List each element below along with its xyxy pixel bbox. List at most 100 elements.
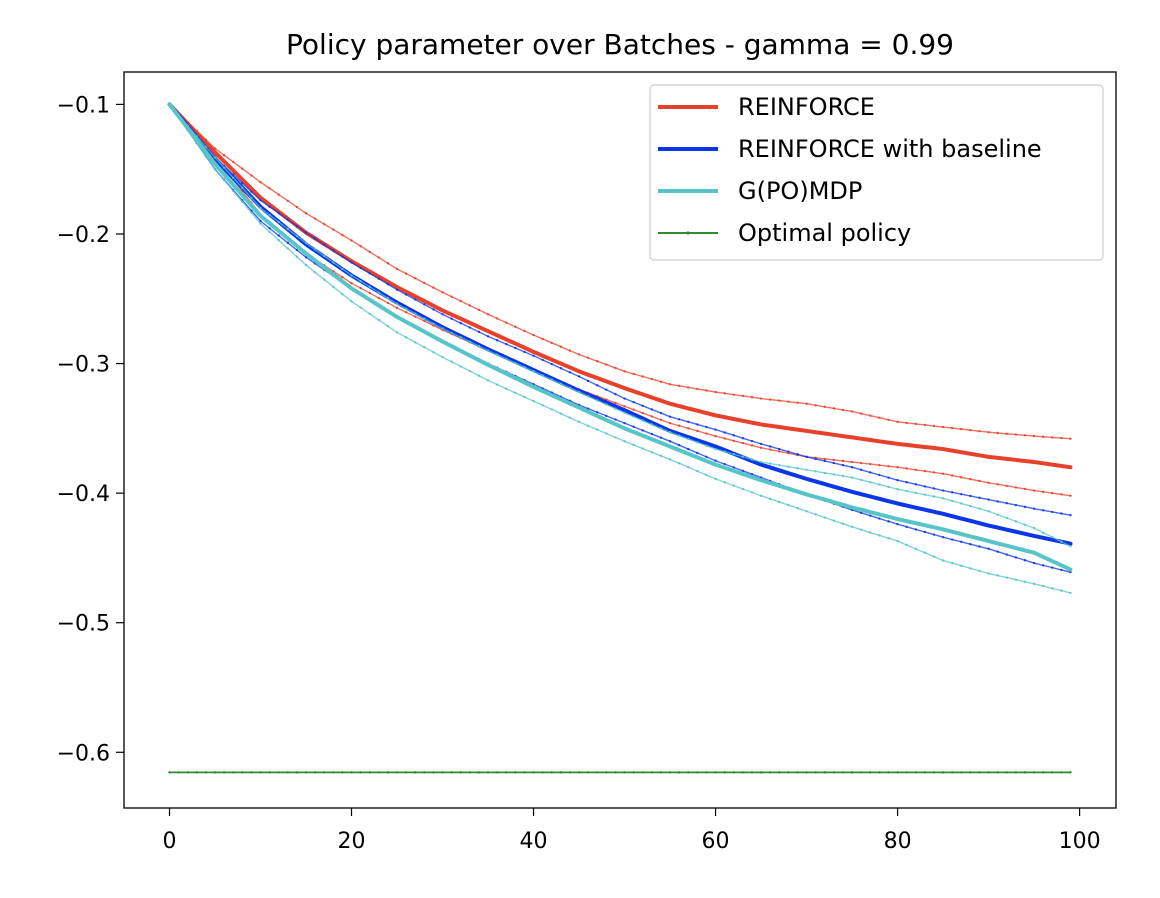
data-point-optimal-policy-25 (395, 771, 399, 774)
band-point-g-po-mdp-upper-band-75 (850, 476, 854, 479)
data-point-optimal-policy-45 (577, 771, 581, 774)
data-point-optimal-policy-7 (232, 771, 235, 774)
band-point-reinforce-lower-band-67 (778, 450, 781, 453)
band-point-reinforce-with-baseline-upper-band-19 (341, 255, 344, 258)
band-point-reinforce-with-baseline-upper-band-8 (241, 181, 244, 185)
band-point-reinforce-lower-band-88 (969, 477, 972, 481)
data-point-optimal-policy-91 (996, 771, 999, 774)
data-point-optimal-policy-44 (568, 771, 572, 774)
band-point-reinforce-lower-band-51 (632, 408, 635, 411)
series-optimal-policy (168, 771, 1072, 774)
band-point-g-po-mdp-upper-band-46 (586, 395, 590, 398)
band-point-g-po-mdp-lower-band-55 (668, 458, 672, 461)
band-point-reinforce-upper-band-48 (605, 363, 608, 366)
band-point-g-po-mdp-upper-band-56 (677, 434, 681, 437)
band-point-reinforce-upper-band-83 (923, 423, 927, 427)
band-point-reinforce-with-baseline-upper-band-41 (541, 358, 544, 362)
band-point-reinforce-with-baseline-upper-band-67 (778, 447, 781, 451)
x-tick-label-0: 0 (163, 829, 177, 854)
band-point-g-po-mdp-lower-band-45 (577, 420, 581, 424)
band-point-reinforce-upper-band-43 (559, 345, 563, 348)
data-point-optimal-policy-14 (295, 771, 299, 774)
band-point-g-po-mdp-upper-band-4 (204, 145, 208, 149)
band-point-g-po-mdp-lower-band-16 (313, 271, 317, 274)
band-point-reinforce-with-baseline-lower-band-94 (1023, 559, 1027, 562)
band-point-g-po-mdp-upper-band-73 (832, 473, 836, 476)
band-point-reinforce-lower-band-75 (850, 460, 854, 464)
band-point-g-po-mdp-lower-band-5 (213, 167, 217, 171)
data-point-optimal-policy-41 (541, 771, 544, 774)
band-point-reinforce-upper-band-20 (350, 239, 353, 242)
data-point-optimal-policy-16 (313, 771, 317, 774)
band-point-reinforce-upper-band-37 (505, 321, 508, 324)
band-point-g-po-mdp-lower-band-84 (932, 555, 936, 558)
data-point-optimal-policy-63 (741, 771, 745, 774)
band-point-reinforce-lower-band-91 (996, 483, 999, 486)
band-point-g-po-mdp-upper-band-8 (241, 186, 244, 190)
y-tick-label-0-5: −0.5 (57, 612, 110, 637)
band-point-g-po-mdp-upper-band-54 (659, 427, 663, 430)
band-point-g-po-mdp-upper-band-48 (605, 403, 608, 406)
band-point-reinforce-with-baseline-lower-band-98 (1060, 568, 1063, 572)
band-point-g-po-mdp-lower-band-99 (1069, 591, 1072, 595)
band-point-reinforce-lower-band-52 (641, 411, 644, 415)
band-point-g-po-mdp-upper-band-55 (668, 431, 672, 434)
data-point-optimal-policy-42 (550, 771, 553, 774)
band-point-reinforce-upper-band-14 (295, 205, 299, 209)
data-point-optimal-policy-12 (277, 771, 280, 774)
band-point-g-po-mdp-lower-band-47 (596, 428, 599, 431)
data-point-optimal-policy-26 (404, 771, 408, 774)
band-point-reinforce-with-baseline-upper-band-40 (532, 354, 535, 357)
data-point-optimal-policy-97 (1051, 771, 1054, 774)
band-point-g-po-mdp-upper-band-52 (641, 419, 644, 422)
y-tick-label-0-6: −0.6 (57, 741, 110, 766)
band-point-g-po-mdp-upper-band-13 (286, 227, 290, 231)
y-tick-label-0-4: −0.4 (57, 482, 110, 507)
band-point-g-po-mdp-upper-band-86 (950, 499, 954, 503)
band-point-reinforce-with-baseline-upper-band-10 (259, 199, 262, 202)
band-point-g-po-mdp-lower-band-82 (914, 547, 917, 551)
band-point-g-po-mdp-upper-band-14 (295, 234, 299, 238)
series-reinforce-with-baseline-upper-band (168, 103, 1072, 517)
band-point-reinforce-with-baseline-upper-band-58 (696, 423, 699, 426)
data-point-optimal-policy-84 (932, 771, 936, 774)
band-point-reinforce-with-baseline-upper-band-91 (996, 500, 999, 503)
band-point-reinforce-with-baseline-lower-band-99 (1069, 570, 1072, 574)
data-point-optimal-policy-51 (632, 771, 635, 774)
band-point-reinforce-lower-band-20 (350, 282, 353, 285)
x-tick-label-20: 20 (338, 829, 366, 854)
data-point-optimal-policy-62 (732, 771, 735, 774)
data-point-optimal-policy-86 (950, 771, 954, 774)
band-point-reinforce-with-baseline-upper-band-69 (796, 453, 799, 456)
band-point-g-po-mdp-lower-band-87 (960, 564, 963, 567)
band-line-reinforce-with-baseline-upper-band (168, 103, 1071, 516)
band-point-g-po-mdp-lower-band-24 (386, 325, 390, 328)
band-point-g-po-mdp-lower-band-43 (559, 412, 563, 415)
band-point-reinforce-with-baseline-lower-band-91 (996, 550, 999, 553)
band-point-reinforce-upper-band-86 (950, 426, 954, 430)
band-point-reinforce-with-baseline-lower-band-61 (723, 462, 726, 466)
legend-marker-optimal-policy (686, 231, 690, 235)
band-point-g-po-mdp-upper-band-28 (423, 317, 426, 320)
data-point-optimal-policy-46 (586, 771, 590, 774)
band-point-reinforce-with-baseline-upper-band-96 (1041, 509, 1045, 512)
band-point-reinforce-lower-band-19 (341, 276, 344, 279)
band-point-reinforce-upper-band-62 (732, 393, 735, 396)
data-point-optimal-policy-11 (268, 771, 271, 774)
band-point-g-po-mdp-lower-band-76 (859, 528, 863, 531)
band-point-reinforce-with-baseline-lower-band-95 (1032, 561, 1036, 565)
series-reinforce-with-baseline (167, 102, 1073, 546)
band-point-g-po-mdp-lower-band-50 (623, 440, 626, 443)
legend-label-optimal-policy: Optimal policy (738, 219, 911, 247)
band-point-reinforce-with-baseline-upper-band-61 (723, 431, 726, 434)
band-point-reinforce-lower-band-25 (395, 306, 399, 310)
band-point-reinforce-with-baseline-lower-band-81 (905, 525, 908, 529)
band-point-g-po-mdp-upper-band-76 (859, 478, 863, 482)
band-point-reinforce-lower-band-95 (1032, 489, 1036, 492)
band-point-reinforce-upper-band-95 (1032, 434, 1036, 438)
band-point-reinforce-upper-band-91 (996, 431, 999, 435)
band-point-g-po-mdp-upper-band-22 (368, 285, 371, 289)
band-point-reinforce-upper-band-71 (814, 404, 817, 407)
data-point-optimal-policy-69 (796, 771, 799, 774)
data-point-optimal-policy-4 (204, 771, 208, 774)
